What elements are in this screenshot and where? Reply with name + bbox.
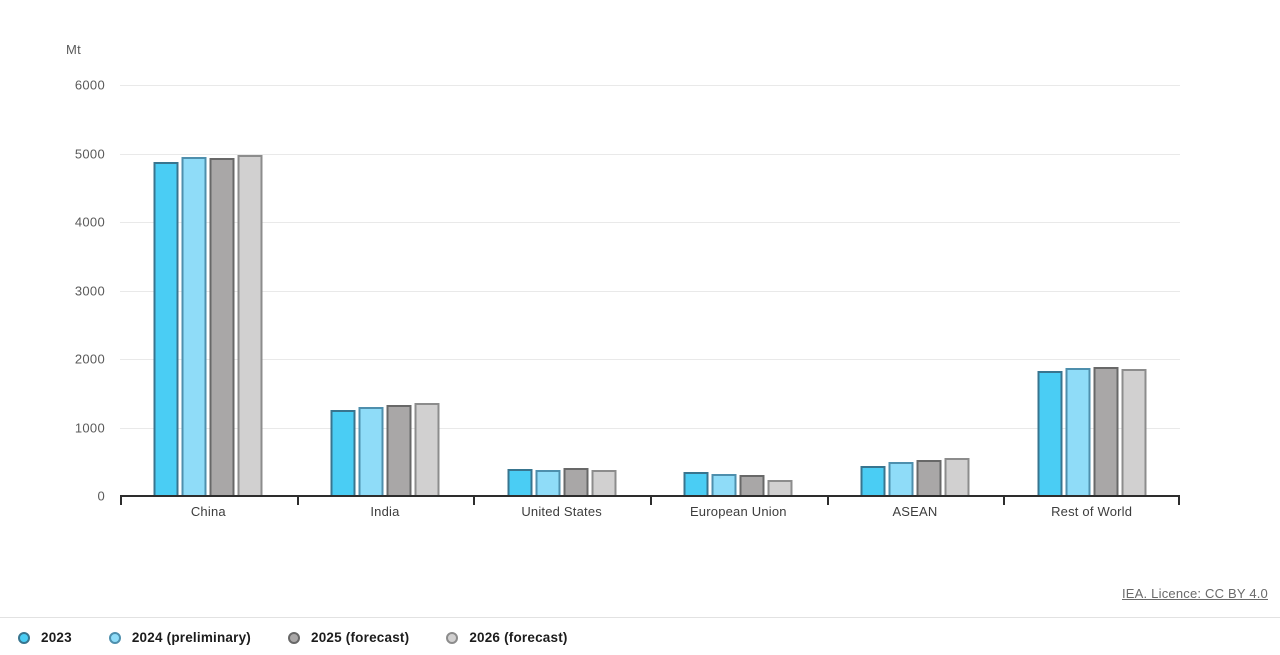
bar-2026-rest-of-world[interactable] (1121, 369, 1147, 496)
y-tick-label-4000: 4000 (74, 214, 105, 230)
bar-2023-european-union[interactable] (683, 471, 709, 496)
gridline-6000 (120, 85, 1180, 86)
bar-2023-united-states[interactable] (507, 468, 533, 496)
legend-label: 2025 (forecast) (311, 630, 410, 645)
bar-2025-european-union[interactable] (739, 475, 765, 496)
gridline-3000 (120, 290, 1180, 292)
bar-2026-india[interactable] (414, 402, 440, 496)
gridline-5000 (120, 153, 1180, 155)
category-label-india: India (370, 504, 400, 519)
bar-2023-asean[interactable] (860, 465, 886, 496)
plot-area: China India United States European Union ASE… (120, 85, 1180, 519)
bar-group-united-states: United States (473, 85, 650, 519)
y-tick-label-5000: 5000 (74, 146, 105, 161)
legend-item-2025[interactable]: 2025 (forecast) (288, 630, 409, 645)
x-axis-tick (1178, 496, 1180, 505)
bar-2025-china[interactable] (209, 158, 235, 496)
bar-2024-asean[interactable] (888, 462, 914, 496)
legend-divider (0, 617, 1280, 618)
legend-marker-icon (108, 631, 121, 644)
category-label-rest-of-world: Rest of World (1051, 504, 1133, 519)
category-label-european-union: European Union (689, 504, 787, 519)
y-tick-label-3000: 3000 (74, 283, 105, 298)
bars-row (507, 85, 617, 496)
bar-group-india: India (297, 85, 474, 519)
bar-2025-asean[interactable] (916, 460, 942, 496)
bar-2026-asean[interactable] (944, 457, 970, 496)
iea-licence-link[interactable]: IEA. Licence: CC BY 4.0 (1122, 586, 1268, 601)
legend-label: 2026 (forecast) (469, 630, 568, 645)
legend-marker-icon (446, 631, 459, 644)
bar-2024-rest-of-world[interactable] (1065, 367, 1091, 496)
y-tick-label-0: 0 (97, 488, 105, 504)
x-axis-tick (1003, 496, 1006, 505)
category-label-united-states: United States (521, 504, 602, 519)
legend-item-2023[interactable]: 2023 (18, 630, 72, 645)
legend-item-2026[interactable]: 2026 (forecast) (446, 630, 567, 645)
gridline-2000 (120, 359, 1180, 360)
bar-2026-united-states[interactable] (591, 469, 617, 496)
bar-2023-china[interactable] (153, 161, 179, 496)
bar-2024-india[interactable] (358, 407, 384, 496)
bars-row (153, 85, 263, 496)
category-label-asean: ASEAN (892, 504, 938, 519)
bar-2025-rest-of-world[interactable] (1093, 366, 1119, 496)
bar-2023-india[interactable] (330, 409, 356, 496)
y-axis-unit-label: Mt (66, 42, 82, 57)
y-tick-label-2000: 2000 (74, 351, 105, 367)
x-axis-tick (473, 496, 476, 505)
bar-2025-india[interactable] (386, 405, 412, 496)
bar-group-rest-of-world: Rest of World (1003, 85, 1180, 519)
x-axis-tick (120, 496, 122, 505)
x-axis-tick (650, 496, 652, 505)
bar-group-european-union: European Union (650, 85, 827, 519)
x-axis-tick (826, 496, 829, 505)
y-tick-label-6000: 6000 (74, 77, 105, 93)
legend-item-2024[interactable]: 2024 (preliminary) (108, 630, 251, 645)
legend-marker-icon (288, 631, 300, 644)
legend: 2023 2024 (preliminary) 2025 (forecast) 202… (18, 630, 1270, 645)
bars-row (683, 85, 793, 496)
legend-label: 2024 (preliminary) (131, 630, 251, 645)
bar-2026-china[interactable] (237, 155, 263, 496)
legend-marker-icon (18, 631, 30, 644)
legend-label: 2023 (41, 630, 72, 645)
gridline-4000 (120, 222, 1180, 223)
bar-2024-china[interactable] (181, 156, 207, 496)
category-label-china: China (190, 504, 226, 519)
gridline-1000 (120, 427, 1180, 429)
bars-row (1037, 85, 1147, 496)
bar-group-asean: ASEAN (827, 85, 1004, 519)
bar-2025-united-states[interactable] (563, 467, 589, 496)
bar-2024-united-states[interactable] (535, 469, 561, 496)
bar-2026-european-union[interactable] (767, 479, 793, 496)
y-tick-label-1000: 1000 (74, 420, 105, 435)
x-axis-tick (296, 496, 299, 505)
bars-row (330, 85, 440, 496)
bar-2024-european-union[interactable] (711, 474, 737, 496)
bar-2023-rest-of-world[interactable] (1037, 371, 1063, 496)
bar-group-china: China (120, 85, 297, 519)
bars-row (860, 85, 970, 496)
